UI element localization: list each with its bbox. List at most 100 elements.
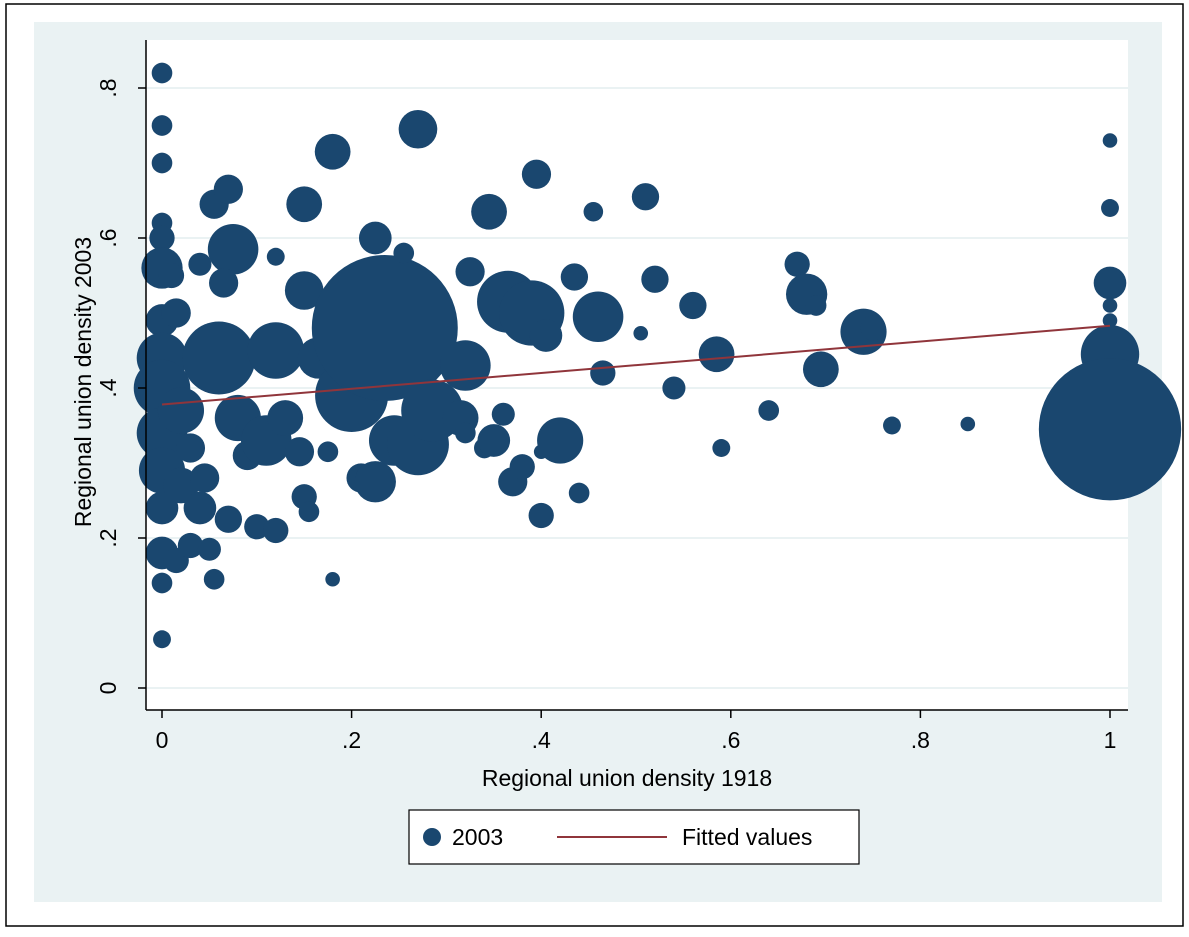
data-point-102 — [1102, 313, 1118, 328]
data-point-73 — [528, 502, 554, 529]
data-point-30 — [207, 223, 259, 275]
data-point-104 — [1038, 358, 1182, 501]
data-point-93 — [802, 351, 839, 388]
y-tick-label-3: .6 — [95, 228, 121, 247]
data-point-26 — [203, 568, 225, 590]
data-point-54 — [311, 255, 458, 401]
y-tick-label-0: 0 — [95, 682, 121, 695]
data-point-62 — [440, 340, 491, 391]
plot-area — [146, 40, 1128, 710]
data-point-15 — [158, 262, 185, 289]
legend-label-2003: 2003 — [452, 824, 503, 850]
data-point-13 — [151, 572, 173, 594]
data-point-22 — [188, 252, 212, 276]
data-point-57 — [398, 109, 438, 149]
y-tick-label-1: .2 — [95, 528, 121, 547]
data-point-48 — [325, 571, 340, 587]
data-point-45 — [298, 501, 320, 523]
data-point-17 — [157, 387, 205, 434]
data-point-38 — [263, 517, 289, 544]
y-tick-label-4: .8 — [95, 78, 121, 97]
data-points — [133, 62, 1182, 649]
data-point-98 — [1102, 133, 1118, 148]
data-point-84 — [641, 265, 669, 293]
data-point-16 — [161, 298, 191, 328]
data-point-35 — [244, 514, 270, 540]
data-point-75 — [529, 319, 563, 352]
x-tick-label-2: .4 — [532, 727, 551, 753]
x-tick-label-1: .2 — [342, 727, 361, 753]
data-point-76 — [537, 417, 584, 464]
data-point-79 — [583, 201, 604, 222]
data-point-92 — [805, 295, 827, 316]
data-point-47 — [314, 133, 351, 170]
data-point-99 — [1101, 199, 1119, 217]
data-point-41 — [284, 437, 315, 467]
data-point-97 — [960, 416, 976, 432]
data-point-23 — [183, 491, 217, 525]
data-point-42 — [286, 186, 323, 223]
data-point-56 — [393, 242, 415, 264]
data-point-66 — [477, 424, 511, 457]
data-point-90 — [784, 251, 810, 277]
data-point-2 — [151, 152, 173, 174]
data-point-96 — [883, 416, 901, 435]
data-point-80 — [572, 291, 624, 343]
legend-marker-2003 — [423, 828, 441, 846]
data-point-89 — [758, 400, 780, 421]
data-point-85 — [662, 376, 686, 400]
data-point-1 — [151, 115, 173, 136]
data-point-65 — [471, 193, 507, 230]
data-point-67 — [491, 402, 515, 426]
data-point-37 — [266, 247, 285, 266]
fitted-line-layer — [161, 324, 1111, 406]
data-point-0 — [151, 62, 173, 84]
data-point-18 — [163, 467, 199, 504]
x-tick-label-0: 0 — [156, 727, 169, 753]
legend: 2003 Fitted values — [408, 809, 860, 865]
data-point-28 — [213, 174, 243, 204]
data-point-63 — [455, 257, 485, 287]
x-axis-label: Regional union density 1918 — [482, 765, 772, 791]
data-point-77 — [560, 263, 589, 291]
data-point-20 — [177, 532, 204, 559]
data-point-14 — [153, 630, 171, 649]
data-point-52 — [358, 221, 392, 255]
y-axis-label: Regional union density 2003 — [70, 237, 96, 527]
data-point-86 — [679, 291, 707, 320]
data-point-24 — [190, 463, 220, 493]
data-point-43 — [284, 271, 324, 310]
data-point-49 — [317, 441, 339, 463]
data-point-31 — [209, 268, 239, 298]
data-point-21 — [175, 433, 206, 463]
data-point-78 — [568, 482, 590, 504]
data-point-72 — [521, 159, 552, 189]
data-point-101 — [1102, 298, 1118, 313]
data-point-82 — [633, 325, 649, 341]
data-point-53 — [354, 461, 396, 503]
legend-label-fitted: Fitted values — [682, 824, 812, 850]
data-point-61 — [455, 422, 476, 444]
data-point-81 — [590, 360, 616, 386]
data-point-4 — [149, 225, 175, 251]
data-point-83 — [631, 183, 660, 211]
data-point-95 — [860, 315, 886, 341]
data-point-29 — [214, 505, 243, 533]
data-point-100 — [1093, 266, 1127, 300]
grid-lines — [146, 87, 1128, 689]
fitted-line — [161, 324, 1111, 406]
data-point-25 — [197, 537, 221, 561]
data-point-70 — [509, 454, 535, 480]
data-point-87 — [698, 336, 735, 373]
data-point-11 — [145, 491, 179, 525]
data-point-88 — [712, 439, 731, 457]
x-tick-label-4: .8 — [911, 727, 930, 753]
data-point-40 — [267, 400, 304, 436]
y-tick-label-2: .4 — [95, 378, 121, 397]
data-point-39 — [247, 322, 305, 379]
data-point-32 — [182, 321, 256, 395]
x-tick-label-3: .6 — [721, 727, 740, 753]
axes: 0 .2 .4 .6 .8 1 0 .2 .4 .6 .8 — [95, 40, 1128, 753]
